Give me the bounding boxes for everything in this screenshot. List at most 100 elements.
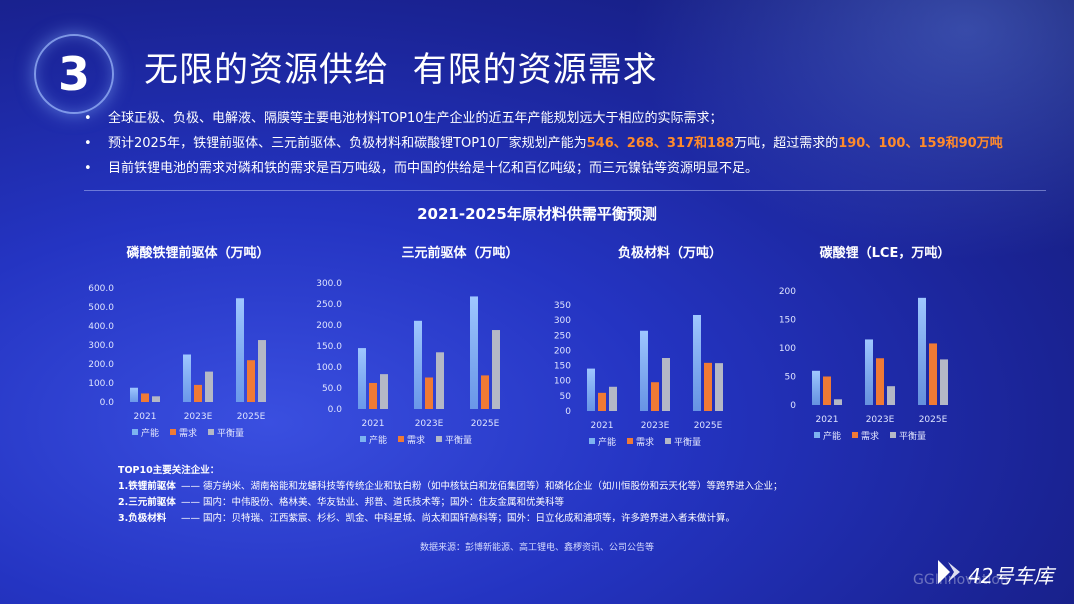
y-tick-label: 0: [565, 407, 571, 417]
bar-balance: [436, 352, 444, 409]
bullet-dot-icon: •: [84, 136, 92, 151]
bar-capacity: [812, 370, 820, 405]
bar-balance: [715, 363, 723, 411]
y-tick-label: 200: [779, 287, 796, 297]
bullet-list: • 全球正极、负极、电解液、隔膜等主要电池材料TOP10生产企业的近五年产能规划远…: [84, 110, 1064, 185]
chart-lithium-carbonate: 0 50 100 150 200 2021 2023E 2025E 产能 需求 平衡量: [779, 287, 948, 442]
chart-ncm: 0.0 50.0 100.0 150.0 200.0 250.0 300.0 2021 2023…: [316, 279, 500, 446]
chart-lfp: 0.0 100.0 200.0 300.0 400.0 500.0 600.0 2021 202…: [88, 284, 266, 439]
bullet-text: 全球正极、负极、电解液、隔膜等主要电池材料TOP10生产企业的近五年产能规划远大…: [108, 110, 723, 128]
bullet-text: 预计2025年，铁锂前驱体、三元前驱体、负极材料和碳酸锂TOP10厂家规划产能为…: [108, 135, 1003, 153]
bar-balance: [662, 358, 670, 411]
bar-demand: [247, 360, 255, 402]
companies-row: 3.负极材料 —— 国内：贝特瑞、江西紫宸、杉杉、凯金、中科星城、尚太和国轩高科…: [118, 511, 783, 527]
bullet-dot-icon: •: [84, 161, 92, 176]
legend-swatch: [132, 429, 138, 435]
bar-demand: [141, 393, 149, 402]
legend-label: 需求: [407, 434, 425, 446]
bullet-item: • 目前铁锂电池的需求对磷和铁的需求是百万吨级，而中国的供给是十亿和百亿吨级；而三…: [84, 160, 1064, 185]
legend-label: 产能: [598, 436, 616, 448]
companies-heading: TOP10主要关注企业：: [118, 465, 220, 476]
bullet-segment: 全球正极、负极、电解液、隔膜等主要电池材料TOP10生产企业的近五年产能规划远大…: [108, 111, 723, 126]
highlight-figure: 190、100、159和90万吨: [838, 136, 1003, 151]
logo-watermark: GGInnovation: [913, 572, 1009, 588]
chart-title-lfp: 磷酸铁锂前驱体（万吨）: [126, 246, 270, 261]
y-tick-label: 300: [554, 316, 571, 326]
bar-capacity: [640, 330, 648, 411]
legend-label: 产能: [369, 434, 387, 446]
bar-demand: [194, 384, 202, 402]
y-tick-label: 150.0: [316, 342, 342, 352]
legend-label: 需求: [179, 427, 197, 439]
legend-label: 产能: [141, 427, 159, 439]
x-tick-label: 2021: [362, 419, 385, 429]
slide-title: 无限的资源供给 有限的资源需求: [144, 50, 658, 90]
companies-row: 1.铁锂前驱体 —— 德方纳米、湖南裕能和龙蟠科技等传统企业和钛白粉（如中核钛白…: [118, 479, 783, 495]
bar-balance: [258, 340, 266, 402]
y-tick-label: 50: [785, 373, 797, 383]
x-tick-label: 2025E: [237, 412, 266, 422]
bar-balance: [492, 330, 500, 409]
highlight-figure: 546、268、317和188: [586, 136, 735, 151]
y-tick-label: 200.0: [316, 321, 342, 331]
main-chart-title: 2021-2025年原材料供需平衡预测: [417, 205, 657, 223]
x-tick-label: 2023E: [866, 415, 895, 425]
y-tick-label: 600.0: [88, 284, 114, 294]
x-tick-label: 2021: [134, 412, 157, 422]
bar-capacity: [130, 387, 138, 402]
x-tick-label: 2021: [591, 421, 614, 431]
x-tick-label: 2023E: [641, 421, 670, 431]
companies-row-label: 3.负极材料: [118, 513, 167, 524]
legend-swatch: [665, 438, 671, 444]
bullet-text: 目前铁锂电池的需求对磷和铁的需求是百万吨级，而中国的供给是十亿和百亿吨级；而三元…: [108, 160, 758, 178]
chart-title-ncm: 三元前驱体（万吨）: [401, 246, 519, 261]
legend-swatch: [398, 436, 404, 442]
legend-swatch: [436, 436, 442, 442]
legend-swatch: [589, 438, 595, 444]
companies-row-label: 2.三元前驱体: [118, 497, 176, 508]
bullet-dot-icon: •: [84, 111, 92, 126]
bar-capacity: [358, 348, 366, 409]
bar-capacity: [587, 368, 595, 411]
legend-swatch: [814, 432, 820, 438]
chart-title-lithium-carbonate: 碳酸锂（LCE，万吨）: [819, 246, 951, 261]
bar-balance: [152, 396, 160, 402]
legend-label: 平衡量: [217, 427, 244, 439]
legend-label: 平衡量: [899, 430, 926, 442]
x-tick-label: 2025E: [471, 419, 500, 429]
x-tick-label: 2023E: [184, 412, 213, 422]
bar-demand: [704, 362, 712, 411]
y-tick-label: 50.0: [322, 384, 342, 394]
legend-label: 产能: [823, 430, 841, 442]
logo-icon: [938, 560, 960, 584]
bar-capacity: [918, 297, 926, 405]
bar-demand: [369, 382, 377, 409]
x-tick-label: 2025E: [919, 415, 948, 425]
bullet-item: • 全球正极、负极、电解液、隔膜等主要电池材料TOP10生产企业的近五年产能规划远…: [84, 110, 1064, 135]
y-tick-label: 0: [790, 401, 796, 411]
bar-capacity: [865, 339, 873, 405]
bar-capacity: [236, 298, 244, 402]
x-tick-label: 2023E: [415, 419, 444, 429]
y-tick-label: 300.0: [88, 341, 114, 351]
data-source: 数据来源：彭博新能源、高工锂电、鑫椤资讯、公司公告等: [419, 543, 654, 553]
y-tick-label: 150: [779, 316, 796, 326]
bar-balance: [887, 386, 895, 405]
bar-balance: [609, 386, 617, 411]
logo-brand: 42号车库: [968, 564, 1054, 588]
legend-label: 需求: [636, 436, 654, 448]
companies-row-text: —— 德方纳米、湖南裕能和龙蟠科技等传统企业和钛白粉（如中核钛白和龙佰集团等）和…: [181, 481, 783, 492]
bar-capacity: [470, 296, 478, 409]
y-tick-label: 0.0: [100, 398, 115, 408]
x-tick-label: 2025E: [694, 421, 723, 431]
y-tick-label: 200: [554, 346, 571, 356]
y-tick-label: 400.0: [88, 322, 114, 332]
bullet-segment: 万吨，超过需求的: [734, 136, 839, 151]
bar-balance: [834, 399, 842, 405]
chart-anode: 0 50 100 150 200 250 300 350 2021 2023E 2025E 产能 需求 平…: [554, 301, 723, 448]
companies-row: 2.三元前驱体 —— 国内：中伟股份、格林美、华友钴业、邦普、道氏技术等；国外：…: [118, 495, 783, 511]
legend-label: 平衡量: [674, 436, 701, 448]
y-tick-label: 500.0: [88, 303, 114, 313]
section-number-badge: 3: [34, 34, 114, 114]
